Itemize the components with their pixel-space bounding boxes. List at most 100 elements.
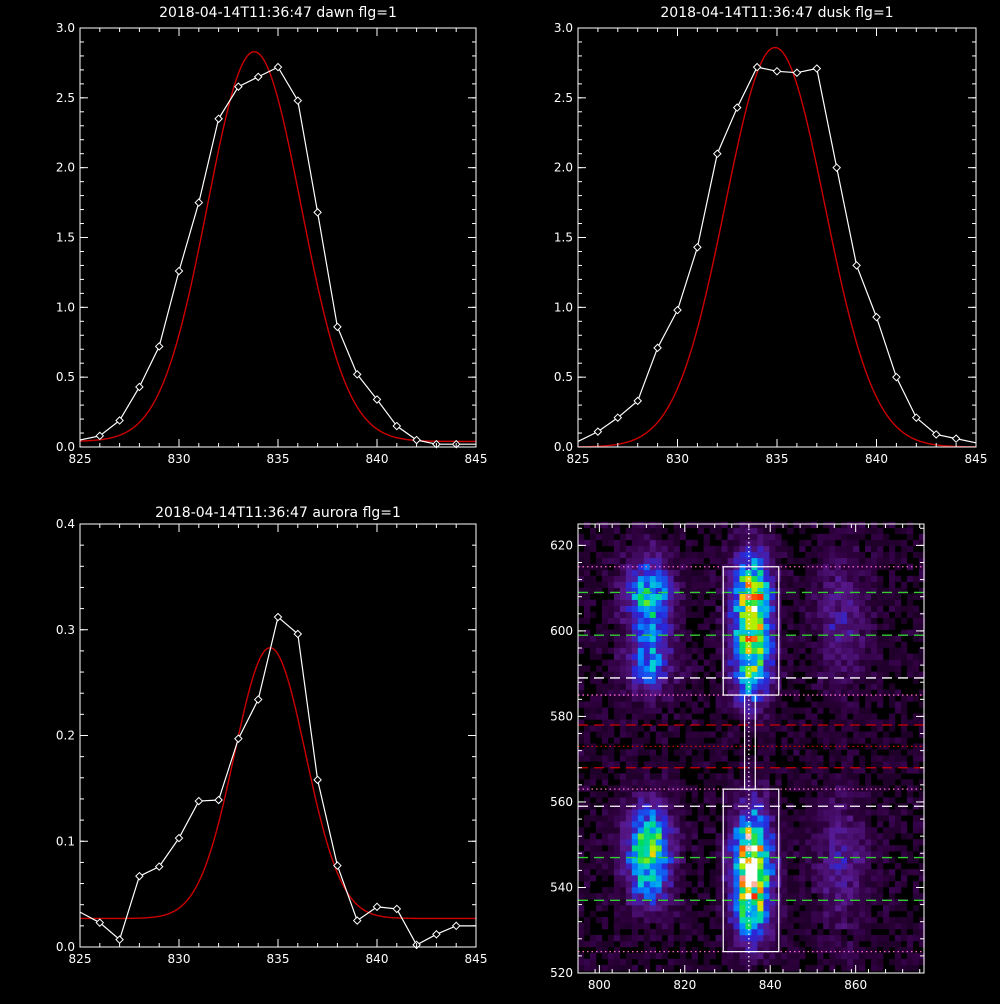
heatmap-cell xyxy=(871,785,878,792)
heatmap-cell xyxy=(673,641,680,648)
heatmap-cell xyxy=(799,581,806,589)
heatmap-cell xyxy=(918,767,926,774)
heatmap-cell xyxy=(709,581,716,589)
heatmap-cell xyxy=(733,653,740,660)
heatmap-cell xyxy=(673,761,680,768)
heatmap-cell xyxy=(882,551,890,559)
heatmap-cell xyxy=(763,952,770,960)
heatmap-cell xyxy=(888,659,896,666)
heatmap-cell xyxy=(661,737,668,744)
heatmap-cell xyxy=(853,599,860,606)
heatmap-cell xyxy=(912,605,920,612)
heatmap-cell xyxy=(637,617,645,624)
heatmap-cell xyxy=(715,557,722,565)
heatmap-cell xyxy=(727,821,734,828)
heatmap-cell xyxy=(793,731,800,738)
heatmap-cell xyxy=(811,749,818,756)
heatmap-cell xyxy=(613,827,621,834)
heatmap-cell xyxy=(877,575,884,583)
heatmap-cell xyxy=(667,725,674,732)
heatmap-cell xyxy=(721,611,728,618)
heatmap-cell xyxy=(625,839,633,846)
heatmap-cell xyxy=(709,827,716,834)
heatmap-cell xyxy=(721,629,728,636)
heatmap-cell xyxy=(841,617,848,624)
heatmap-cell xyxy=(894,755,902,762)
heatmap-cell xyxy=(637,539,645,547)
heatmap-cell xyxy=(877,599,884,606)
heatmap-cell xyxy=(757,521,764,529)
heatmap-cell xyxy=(805,587,812,595)
heatmap-cell xyxy=(583,821,591,828)
heatmap-cell xyxy=(727,916,734,924)
heatmap-cell xyxy=(721,749,728,756)
heatmap-cell xyxy=(727,773,734,780)
heatmap-cell xyxy=(811,611,818,618)
heatmap-cell xyxy=(882,833,890,840)
heatmap-cell xyxy=(906,911,914,918)
heatmap-cell xyxy=(853,683,860,690)
heatmap-cell xyxy=(685,695,692,702)
heatmap-cell xyxy=(877,887,884,894)
heatmap-cell xyxy=(589,952,597,960)
heatmap-cell xyxy=(906,809,914,816)
heatmap-cell xyxy=(799,737,806,744)
heatmap-cell xyxy=(667,551,674,559)
heatmap-cell xyxy=(781,545,788,553)
heatmap-cell xyxy=(655,629,663,636)
heatmap-cell xyxy=(619,821,627,828)
heatmap-cell xyxy=(643,569,651,577)
heatmap-cell xyxy=(697,557,704,565)
heatmap-cell xyxy=(805,635,812,642)
heatmap-cell xyxy=(625,617,633,624)
heatmap-cell xyxy=(631,767,639,774)
heatmap-cell xyxy=(643,779,651,786)
heatmap-cell xyxy=(625,899,633,906)
heatmap-cell xyxy=(631,587,639,595)
heatmap-cell xyxy=(685,605,692,612)
heatmap-cell xyxy=(709,599,716,606)
heatmap-cell xyxy=(649,815,657,822)
heatmap-cell xyxy=(601,605,609,612)
heatmap-cell xyxy=(871,527,878,535)
heatmap-cell xyxy=(667,940,674,948)
heatmap-cell xyxy=(745,545,752,553)
heatmap-cell xyxy=(888,899,896,906)
heatmap-cell xyxy=(643,587,651,595)
heatmap-cell xyxy=(631,863,639,870)
heatmap-cell xyxy=(835,623,842,630)
heatmap-cell xyxy=(715,863,722,870)
heatmap-cell xyxy=(721,958,728,966)
heatmap-cell xyxy=(877,839,884,846)
heatmap-cell xyxy=(607,952,615,960)
heatmap-cell xyxy=(847,899,854,906)
heatmap-cell xyxy=(655,934,663,942)
heatmap-cell xyxy=(865,557,872,565)
heatmap-cell xyxy=(882,934,890,942)
heatmap-cell xyxy=(817,905,824,912)
data-point xyxy=(951,434,961,443)
heatmap-cell xyxy=(655,964,663,972)
heatmap-cell xyxy=(655,665,663,672)
heatmap-cell xyxy=(853,695,860,702)
heatmap-cell xyxy=(763,779,770,786)
heatmap-cell xyxy=(685,839,692,846)
data-point xyxy=(712,149,722,159)
heatmap-cell xyxy=(643,659,651,666)
heatmap-cell xyxy=(900,905,908,912)
heatmap-cell xyxy=(661,581,668,589)
heatmap-cell xyxy=(739,629,746,636)
heatmap-cell xyxy=(619,707,627,714)
heatmap-cell xyxy=(769,946,776,954)
heatmap-cell xyxy=(865,605,872,612)
heatmap-cell xyxy=(829,761,836,768)
heatmap-cell xyxy=(637,647,645,654)
heatmap-cell xyxy=(793,743,800,750)
heatmap-cell xyxy=(619,940,627,948)
heatmap-cell xyxy=(757,623,764,630)
heatmap-cell xyxy=(637,857,645,864)
heatmap-cell xyxy=(882,641,890,648)
heatmap-cell xyxy=(894,827,902,834)
heatmap-cell xyxy=(877,695,884,702)
heatmap-cell xyxy=(829,899,836,906)
